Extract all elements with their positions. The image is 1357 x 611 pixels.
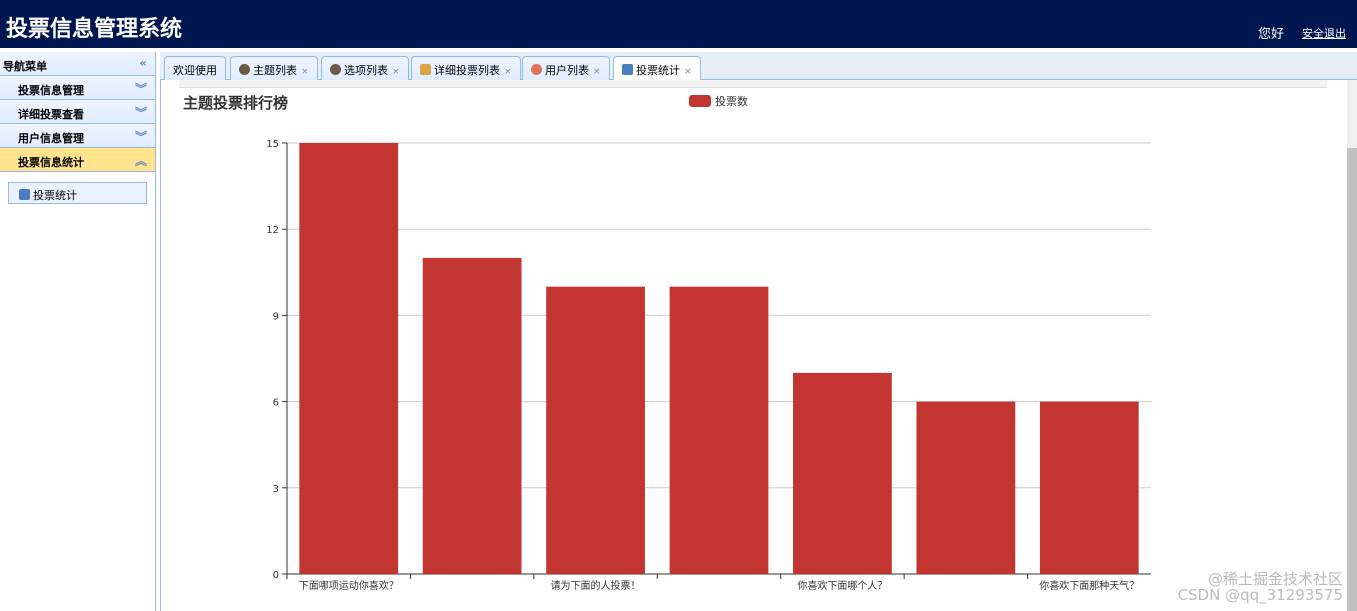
chevron-down-icon: ︾: [134, 130, 147, 144]
sidebar-item-vote-stats[interactable]: 投票信息统计 ︽: [0, 148, 155, 172]
close-icon[interactable]: ×: [684, 67, 692, 77]
chevron-down-icon: ︾: [134, 82, 147, 96]
tab-label: 用户列表: [545, 64, 589, 77]
y-tick-label: 6: [273, 398, 279, 409]
tab-label: 选项列表: [344, 64, 388, 77]
x-tick-label: 下面哪项运动你喜欢？: [299, 579, 399, 592]
toolbar-strip: [179, 80, 1327, 88]
close-icon[interactable]: ×: [392, 67, 400, 77]
header: 投票信息管理系统 您好 安全退出: [0, 0, 1357, 48]
y-tick-label: 9: [273, 311, 279, 322]
sidebar-item-label: 投票信息统计: [18, 156, 84, 169]
user-red-icon: [531, 64, 542, 75]
bar: [546, 286, 645, 574]
sidebar-subitem-vote-stats[interactable]: 投票统计: [8, 182, 147, 204]
user-icon: [330, 64, 341, 75]
chevron-down-icon: ︾: [134, 106, 147, 120]
y-tick-label: 15: [266, 139, 279, 150]
y-tick-label: 0: [273, 570, 279, 581]
nav-menu-header[interactable]: 导航菜单 «: [0, 52, 155, 76]
sidebar-item-vote-detail[interactable]: 详细投票查看 ︾: [0, 100, 155, 124]
bar: [669, 286, 769, 574]
sidebar-item-label: 详细投票查看: [18, 108, 84, 121]
watermark: @稀土掘金技术社区 CSDN @qq_31293575: [1178, 571, 1343, 603]
book-icon: [622, 64, 633, 75]
tab-label: 欢迎使用: [173, 64, 217, 77]
bar: [793, 372, 892, 574]
sidebar-item-vote-info[interactable]: 投票信息管理 ︾: [0, 76, 155, 100]
scrollbar[interactable]: [1347, 80, 1357, 611]
tab-label: 详细投票列表: [434, 64, 500, 77]
bar: [916, 401, 1016, 574]
tab-bar: 欢迎使用 主题列表 × 选项列表 × 详细投票列表 × 用户列表 × 投票统计 ×: [160, 52, 1357, 81]
bar: [299, 143, 399, 574]
sidebar: 导航菜单 « 投票信息管理 ︾ 详细投票查看 ︾ 用户信息管理 ︾ 投票信息统计 ︽ 投票…: [0, 52, 156, 611]
subitem-label: 投票统计: [33, 189, 77, 202]
close-icon[interactable]: ×: [504, 67, 512, 77]
sidebar-item-label: 投票信息管理: [18, 84, 84, 97]
watermark-line: @稀土掘金技术社区: [1207, 570, 1343, 588]
nav-menu-title: 导航菜单: [3, 60, 47, 73]
home-icon: [420, 64, 431, 75]
tab-label: 主题列表: [253, 64, 297, 77]
watermark-line: CSDN @qq_31293575: [1177, 586, 1343, 604]
tab-label: 投票统计: [636, 64, 680, 77]
tab-vote-stats[interactable]: 投票统计 ×: [613, 56, 701, 81]
tab-vote-detail-list[interactable]: 详细投票列表 ×: [411, 56, 521, 80]
app-title: 投票信息管理系统: [6, 17, 183, 42]
sidebar-item-user-info[interactable]: 用户信息管理 ︾: [0, 124, 155, 148]
legend-label: 投票数: [715, 95, 748, 108]
y-tick-label: 3: [273, 484, 279, 495]
content-panel: 0 3 6 9 12 15 下面哪项运动你喜欢？ 请为下面的人投票！ 你喜欢下面哪个人？ 你喜欢下…: [160, 80, 1357, 611]
tab-topic-list[interactable]: 主题列表 ×: [230, 56, 318, 80]
tab-option-list[interactable]: 选项列表 ×: [321, 56, 409, 80]
greeting: 您好: [1257, 27, 1284, 42]
tab-welcome[interactable]: 欢迎使用: [164, 56, 226, 80]
logout-link[interactable]: 安全退出: [1302, 27, 1346, 40]
scrollbar-thumb[interactable]: [1347, 148, 1357, 611]
chevron-up-icon: ︽: [134, 154, 147, 168]
chart-legend[interactable]: 投票数: [689, 93, 748, 109]
x-tick-label: 你喜欢下面那种天气？: [1039, 579, 1139, 592]
tab-user-list[interactable]: 用户列表 ×: [522, 56, 610, 80]
x-tick-label: 请为下面的人投票！: [551, 579, 641, 592]
y-tick-label: 12: [266, 225, 279, 236]
close-icon[interactable]: ×: [593, 67, 601, 77]
book-icon: [19, 189, 30, 200]
bar: [422, 257, 522, 574]
bar-chart: 0 3 6 9 12 15 下面哪项运动你喜欢？ 请为下面的人投票！ 你喜欢下面哪个人？ 你喜欢下…: [266, 139, 1151, 592]
user-icon: [239, 64, 250, 75]
close-icon[interactable]: ×: [301, 67, 309, 77]
legend-swatch: [689, 95, 711, 107]
x-tick-label: 你喜欢下面哪个人？: [797, 579, 887, 592]
bar: [1039, 401, 1139, 574]
chart-title: 主题投票排行榜: [183, 94, 289, 112]
sidebar-item-label: 用户信息管理: [18, 132, 84, 145]
collapse-icon[interactable]: «: [139, 56, 147, 70]
